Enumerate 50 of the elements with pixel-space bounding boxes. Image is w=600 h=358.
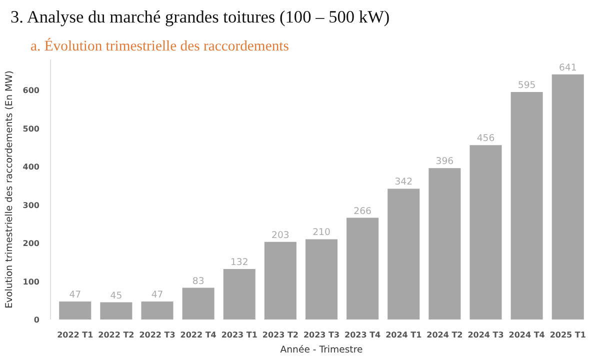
y-axis-title: Evolution trimestrielle des raccordements (En MW): [4, 70, 15, 308]
bar: [59, 302, 92, 320]
data-label: 47: [69, 290, 82, 301]
bar: [346, 218, 379, 320]
bar: [100, 302, 132, 320]
y-tick-label: 0: [34, 316, 40, 324]
y-tick-label: 400: [22, 162, 40, 172]
bar: [182, 288, 214, 320]
x-tick-label: 2025 T1: [550, 330, 586, 340]
bar: [388, 188, 420, 320]
bar: [141, 302, 174, 320]
x-tick-label: 2023 T4: [344, 330, 382, 340]
data-label: 456: [476, 133, 495, 144]
data-label: 203: [272, 230, 290, 241]
bar: [510, 92, 543, 320]
bar: [305, 239, 338, 320]
x-tick-label: 2024 T1: [386, 330, 422, 340]
y-tick-label: 500: [22, 124, 40, 134]
data-label: 45: [110, 290, 122, 302]
chart-subtitle: a. Évolution trimestrielle des raccordements: [30, 38, 290, 54]
x-tick-label: 2022 T4: [180, 330, 217, 340]
data-label: 396: [436, 156, 454, 168]
chart-title: 3. Analyse du marché grandes toitures (100 – 500 kW): [10, 8, 390, 26]
x-tick-label: 2022 T3: [139, 330, 176, 340]
x-tick-label: 2024 T4: [508, 330, 546, 340]
x-tick-label: 2023 T3: [303, 330, 340, 340]
bar: [223, 269, 256, 320]
data-label: 342: [394, 176, 413, 188]
bar: [552, 74, 584, 320]
x-tick-label: 2023 T2: [262, 330, 298, 340]
x-tick-label: 2022 T1: [57, 330, 94, 340]
data-label: 595: [518, 80, 536, 91]
bar: [470, 145, 502, 320]
data-label: 641: [558, 62, 577, 74]
data-label: 132: [230, 257, 248, 268]
data-label: 210: [312, 227, 330, 238]
x-tick-label: 2024 T2: [426, 330, 463, 340]
y-tick-label: 100: [22, 277, 40, 286]
y-tick-label: 200: [22, 239, 40, 248]
bar: [428, 168, 461, 320]
data-label: 47: [151, 290, 164, 301]
bar: [264, 242, 296, 320]
x-tick-label: 2022 T2: [98, 330, 134, 340]
x-tick-label: 2023 T1: [221, 330, 258, 340]
y-tick-label: 300: [22, 200, 40, 210]
data-label: 266: [354, 206, 372, 217]
y-tick-label: 600: [22, 86, 40, 96]
x-axis-title: Année - Trimestre: [280, 344, 363, 356]
data-label: 83: [192, 276, 204, 287]
x-tick-label: 2024 T3: [468, 330, 504, 340]
